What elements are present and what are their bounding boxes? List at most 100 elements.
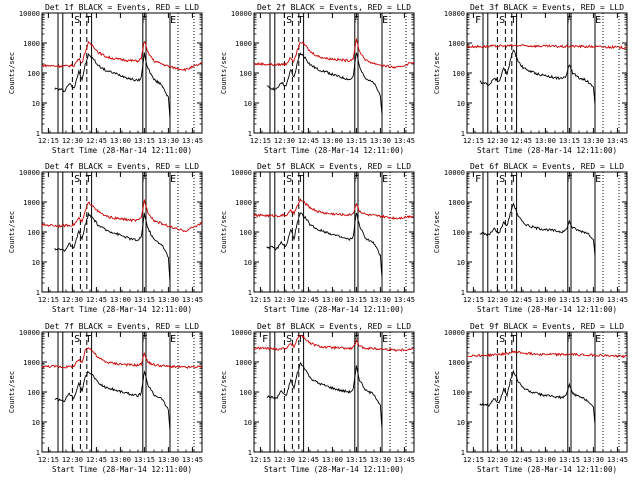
x-tick-label: 12:30	[62, 456, 83, 464]
chart-panel-8: Det 8f BLACK = Events, RED = LLD 1 10 100 10…	[220, 322, 415, 474]
chart-panel-9: Det 9f BLACK = Events, RED = LLD 1 10 100 10…	[433, 322, 628, 474]
events-series-line	[479, 202, 596, 257]
x-tick-label: 13:00	[535, 137, 556, 145]
panel-title: Det 8f BLACK = Events, RED = LLD	[257, 322, 411, 331]
x-tick-label: 13:45	[607, 456, 628, 464]
phase-letter: S	[499, 334, 505, 345]
y-axis-label: Counts/sec	[8, 371, 16, 413]
phase-letter: E	[170, 15, 176, 26]
x-tick-label: 13:00	[322, 137, 343, 145]
phase-letter: S	[286, 334, 292, 345]
phase-letter: F	[566, 174, 572, 185]
x-tick-label: 12:30	[487, 456, 508, 464]
y-tick-label: 1	[36, 289, 40, 297]
panel-title: Det 4f BLACK = Events, RED = LLD	[45, 162, 199, 171]
y-tick-label: 10000	[444, 169, 465, 177]
x-tick-label: 13:15	[346, 296, 367, 304]
x-tick-label: 12:45	[86, 296, 107, 304]
x-tick-label: 12:15	[38, 137, 59, 145]
y-tick-label: 1000	[23, 40, 40, 48]
x-tick-label: 12:30	[274, 456, 295, 464]
x-tick-label: 13:00	[535, 456, 556, 464]
x-tick-label: 13:30	[583, 456, 604, 464]
y-tick-label: 1	[248, 130, 252, 138]
events-series-line	[266, 361, 383, 429]
phase-letter: T	[297, 334, 303, 345]
chart-panel-5: Det 5f BLACK = Events, RED = LLD 1 10 100 10…	[220, 162, 415, 314]
phase-letter: F	[353, 174, 359, 185]
x-tick-label: 12:45	[511, 456, 532, 464]
x-tick-label: 13:30	[370, 456, 391, 464]
chart-panel-3: Det 3f BLACK = Events, RED = LLD 1 10 100 10…	[433, 3, 628, 155]
x-tick-label: 13:00	[535, 296, 556, 304]
phase-letter: T	[85, 174, 91, 185]
events-series-line	[479, 49, 596, 106]
phase-letter: E	[595, 15, 601, 26]
y-tick-label: 100	[27, 70, 40, 78]
x-tick-label: 13:45	[182, 296, 203, 304]
y-tick-label: 100	[27, 389, 40, 397]
y-tick-label: 1000	[23, 199, 40, 207]
phase-letter: S	[286, 174, 292, 185]
y-axis-label: Counts/sec	[220, 371, 228, 413]
x-tick-label: 12:45	[298, 137, 319, 145]
x-tick-label: 13:30	[583, 296, 604, 304]
lld-series-line	[41, 40, 203, 72]
y-tick-label: 1000	[448, 199, 465, 207]
events-series-line	[54, 52, 171, 119]
y-tick-label: 100	[239, 70, 252, 78]
x-tick-label: 13:30	[158, 456, 179, 464]
phase-letter: E	[382, 15, 388, 26]
y-tick-label: 1000	[235, 40, 252, 48]
x-tick-label: 12:15	[463, 456, 484, 464]
y-tick-label: 100	[27, 229, 40, 237]
chart-panel-1: Det 1f BLACK = Events, RED = LLD 1 10 100 10…	[8, 3, 203, 155]
y-tick-label: 10	[457, 419, 465, 427]
phase-letter: E	[170, 174, 176, 185]
y-tick-label: 1000	[448, 40, 465, 48]
phase-letter: F	[353, 15, 359, 26]
y-tick-label: 100	[239, 389, 252, 397]
lld-series-line	[253, 334, 415, 352]
phase-letter: T	[510, 15, 516, 26]
x-tick-label: 12:15	[463, 137, 484, 145]
x-tick-label: 12:15	[463, 296, 484, 304]
x-tick-label: 13:15	[559, 137, 580, 145]
lld-series-line	[253, 37, 415, 69]
x-tick-label: 12:30	[487, 296, 508, 304]
y-tick-label: 10	[32, 259, 40, 267]
y-tick-label: 1	[461, 449, 465, 457]
events-series-line	[54, 211, 171, 284]
phase-letter: S	[499, 174, 505, 185]
y-axis-label: Counts/sec	[8, 211, 16, 253]
phase-letter: T	[297, 174, 303, 185]
x-tick-label: 13:45	[182, 456, 203, 464]
y-tick-label: 1000	[235, 359, 252, 367]
x-tick-label: 12:15	[250, 456, 271, 464]
y-tick-label: 10000	[19, 10, 40, 18]
phase-letter: E	[595, 334, 601, 345]
x-tick-label: 12:15	[38, 456, 59, 464]
phase-letter: T	[85, 15, 91, 26]
phase-letter: T	[85, 334, 91, 345]
panel-title: Det 3f BLACK = Events, RED = LLD	[470, 3, 624, 12]
events-series-line	[54, 370, 171, 432]
phase-letter: E	[170, 334, 176, 345]
y-tick-label: 1	[248, 289, 252, 297]
x-axis-title: Start Time (28-Mar-14 12:11:00)	[477, 465, 617, 474]
phase-letter: F	[141, 15, 147, 26]
y-tick-label: 1	[36, 130, 40, 138]
x-tick-label: 13:45	[607, 296, 628, 304]
y-axis-label: Counts/sec	[8, 52, 16, 94]
y-axis-label: Counts/sec	[433, 211, 441, 253]
x-tick-label: 13:30	[158, 296, 179, 304]
x-tick-label: 13:15	[559, 296, 580, 304]
y-tick-label: 10000	[19, 169, 40, 177]
y-axis-label: Counts/sec	[433, 371, 441, 413]
y-tick-label: 1	[461, 130, 465, 138]
phase-letter: S	[74, 334, 80, 345]
y-tick-label: 1000	[235, 199, 252, 207]
y-tick-label: 10	[457, 259, 465, 267]
x-tick-label: 13:45	[182, 137, 203, 145]
x-axis-title: Start Time (28-Mar-14 12:11:00)	[477, 305, 617, 314]
